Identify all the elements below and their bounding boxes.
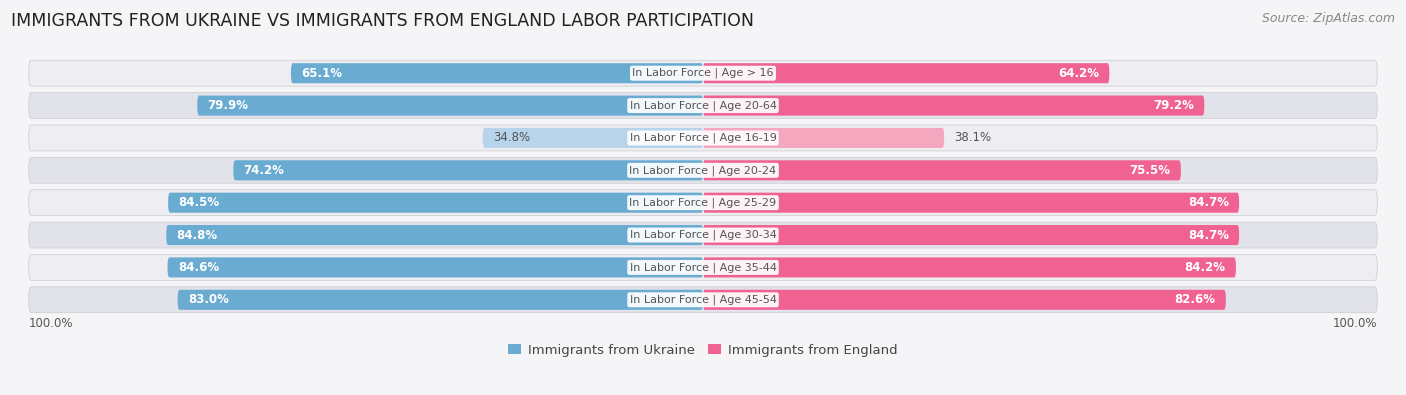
Text: 84.2%: 84.2% xyxy=(1185,261,1226,274)
FancyBboxPatch shape xyxy=(28,60,1378,86)
FancyBboxPatch shape xyxy=(482,128,703,148)
Text: In Labor Force | Age 20-64: In Labor Force | Age 20-64 xyxy=(630,100,776,111)
FancyBboxPatch shape xyxy=(703,128,945,148)
FancyBboxPatch shape xyxy=(703,96,1205,116)
FancyBboxPatch shape xyxy=(28,254,1378,280)
FancyBboxPatch shape xyxy=(233,160,703,181)
Text: 83.0%: 83.0% xyxy=(188,293,229,306)
FancyBboxPatch shape xyxy=(703,160,1181,181)
FancyBboxPatch shape xyxy=(28,190,1378,216)
FancyBboxPatch shape xyxy=(177,290,703,310)
Text: In Labor Force | Age 30-34: In Labor Force | Age 30-34 xyxy=(630,230,776,240)
FancyBboxPatch shape xyxy=(703,290,1226,310)
Text: 64.2%: 64.2% xyxy=(1059,67,1099,80)
Text: 38.1%: 38.1% xyxy=(955,132,991,145)
FancyBboxPatch shape xyxy=(291,63,703,83)
Text: 84.7%: 84.7% xyxy=(1188,196,1229,209)
Text: 100.0%: 100.0% xyxy=(28,317,73,329)
Text: In Labor Force | Age 25-29: In Labor Force | Age 25-29 xyxy=(630,198,776,208)
Text: 84.7%: 84.7% xyxy=(1188,229,1229,242)
FancyBboxPatch shape xyxy=(703,258,1236,277)
Text: 84.6%: 84.6% xyxy=(177,261,219,274)
FancyBboxPatch shape xyxy=(167,258,703,277)
Text: 79.2%: 79.2% xyxy=(1153,99,1194,112)
FancyBboxPatch shape xyxy=(169,193,703,213)
Text: In Labor Force | Age 16-19: In Labor Force | Age 16-19 xyxy=(630,133,776,143)
FancyBboxPatch shape xyxy=(703,63,1109,83)
Text: 84.5%: 84.5% xyxy=(179,196,219,209)
Text: 34.8%: 34.8% xyxy=(494,132,530,145)
Text: Source: ZipAtlas.com: Source: ZipAtlas.com xyxy=(1261,12,1395,25)
FancyBboxPatch shape xyxy=(166,225,703,245)
FancyBboxPatch shape xyxy=(28,157,1378,183)
Text: In Labor Force | Age > 16: In Labor Force | Age > 16 xyxy=(633,68,773,79)
FancyBboxPatch shape xyxy=(28,222,1378,248)
FancyBboxPatch shape xyxy=(703,193,1239,213)
Text: IMMIGRANTS FROM UKRAINE VS IMMIGRANTS FROM ENGLAND LABOR PARTICIPATION: IMMIGRANTS FROM UKRAINE VS IMMIGRANTS FR… xyxy=(11,12,754,30)
FancyBboxPatch shape xyxy=(197,96,703,116)
Text: 84.8%: 84.8% xyxy=(177,229,218,242)
FancyBboxPatch shape xyxy=(28,287,1378,313)
FancyBboxPatch shape xyxy=(703,225,1239,245)
Text: In Labor Force | Age 45-54: In Labor Force | Age 45-54 xyxy=(630,295,776,305)
Text: 75.5%: 75.5% xyxy=(1129,164,1171,177)
FancyBboxPatch shape xyxy=(28,125,1378,151)
Text: 65.1%: 65.1% xyxy=(301,67,342,80)
Text: 82.6%: 82.6% xyxy=(1174,293,1216,306)
Text: 74.2%: 74.2% xyxy=(243,164,284,177)
FancyBboxPatch shape xyxy=(28,93,1378,118)
Text: 79.9%: 79.9% xyxy=(208,99,249,112)
Text: In Labor Force | Age 20-24: In Labor Force | Age 20-24 xyxy=(630,165,776,175)
Text: 100.0%: 100.0% xyxy=(1333,317,1378,329)
Text: In Labor Force | Age 35-44: In Labor Force | Age 35-44 xyxy=(630,262,776,273)
Legend: Immigrants from Ukraine, Immigrants from England: Immigrants from Ukraine, Immigrants from… xyxy=(509,344,897,357)
